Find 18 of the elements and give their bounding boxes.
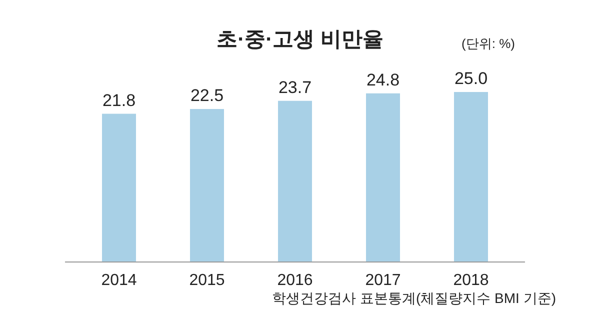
text: (단위: %) [462,36,515,51]
text: 학생건강검사 표본통계(체질량지수 BMI 기준) [272,290,556,306]
bar [190,109,224,262]
chart-title: 초·중·고생 비만율 [216,28,384,51]
x-tick-label: 2016 [277,272,313,289]
data-label: 24.8 [366,70,400,90]
data-label: 21.8 [102,90,136,110]
bar [366,93,400,262]
x-tick-label: 2018 [453,272,489,289]
x-tick-label: 2015 [189,272,225,289]
x-tick-label: 2017 [365,272,401,289]
bar [278,100,312,262]
data-label: 25.0 [454,69,488,88]
bar [102,114,136,262]
data-label: 23.7 [278,78,312,97]
x-tick-label: 2014 [101,272,137,289]
bar [454,92,488,262]
data-label: 22.5 [190,86,224,105]
